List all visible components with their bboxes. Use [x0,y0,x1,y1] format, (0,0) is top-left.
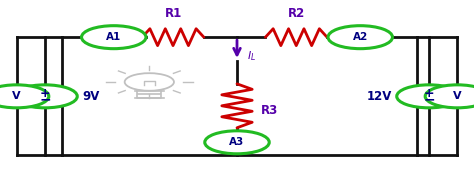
Circle shape [425,85,474,108]
Text: A3: A3 [229,137,245,147]
Text: +: + [40,87,50,100]
Text: R2: R2 [288,7,305,20]
Text: 9V: 9V [82,90,100,103]
Text: −: − [39,92,51,106]
Circle shape [397,85,461,108]
Text: V: V [12,91,21,101]
Circle shape [205,131,269,154]
Text: A1: A1 [106,32,121,42]
Text: −: − [423,92,435,106]
Circle shape [82,26,146,49]
Circle shape [0,85,49,108]
Text: 12V: 12V [366,90,392,103]
Text: $I_L$: $I_L$ [247,49,256,63]
Circle shape [328,26,392,49]
Text: R1: R1 [164,7,182,20]
Text: +: + [424,87,434,100]
Text: A2: A2 [353,32,368,42]
Text: R3: R3 [261,104,278,117]
Circle shape [13,85,77,108]
Text: V: V [453,91,462,101]
